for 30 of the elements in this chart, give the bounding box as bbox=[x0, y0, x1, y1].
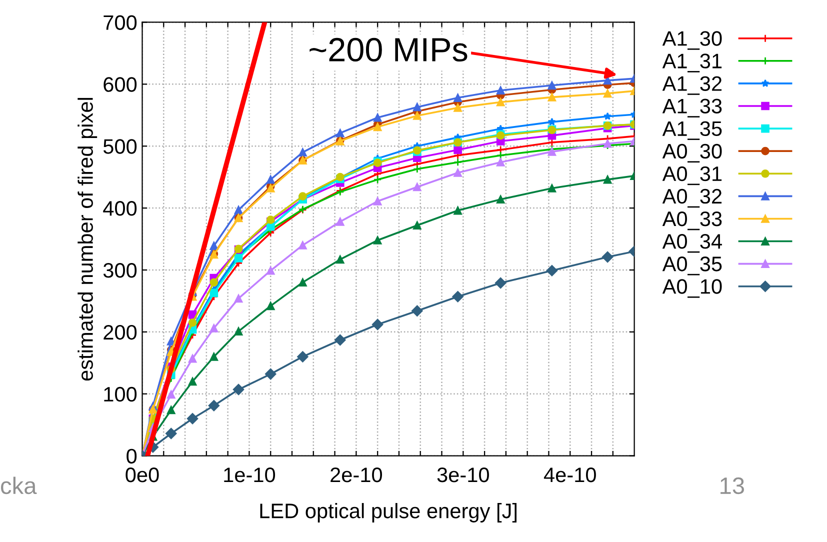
text: cka bbox=[1, 476, 37, 494]
legend-label: A1_33 bbox=[662, 98, 722, 118]
x-tick-label: 2e-10 bbox=[330, 467, 382, 482]
legend-label: A0_34 bbox=[662, 234, 722, 253]
legend-label: A1_30 bbox=[662, 31, 722, 50]
legend-label: A0_10 bbox=[662, 279, 722, 298]
x-tick-label: 1e-10 bbox=[224, 467, 276, 482]
text: 13 bbox=[720, 477, 744, 494]
x-axis-title: LED optical pulse energy [J] bbox=[260, 503, 516, 522]
legend-label: A1_32 bbox=[662, 76, 722, 95]
y-tick-label: 100 bbox=[104, 386, 137, 402]
y-tick-label: 300 bbox=[103, 262, 137, 278]
legend-label: A0_30 bbox=[662, 144, 722, 163]
y-tick-label: 200 bbox=[104, 324, 137, 340]
annotation: ~200 MIPs bbox=[310, 38, 468, 62]
y-tick-label: 0 bbox=[126, 448, 137, 464]
legend-label: A0_33 bbox=[662, 211, 722, 230]
y-axis-title: estimated number of fired pixel bbox=[78, 98, 98, 381]
x-tick-label: 4e-10 bbox=[544, 467, 596, 482]
legend-label: A0_31 bbox=[662, 166, 722, 186]
x-tick-label: 3e-10 bbox=[437, 467, 489, 482]
x-tick-label: 0e0 bbox=[126, 467, 159, 482]
y-tick-label: 600 bbox=[104, 77, 137, 92]
legend-label: A0_35 bbox=[662, 256, 722, 276]
legend-label: A1_31 bbox=[662, 54, 722, 72]
y-tick-label: 500 bbox=[103, 139, 137, 154]
y-tick-label: 400 bbox=[103, 201, 137, 216]
y-tick-label: 700 bbox=[104, 15, 137, 30]
legend-label: A0_32 bbox=[662, 188, 722, 208]
legend-label: A1_35 bbox=[662, 121, 722, 140]
